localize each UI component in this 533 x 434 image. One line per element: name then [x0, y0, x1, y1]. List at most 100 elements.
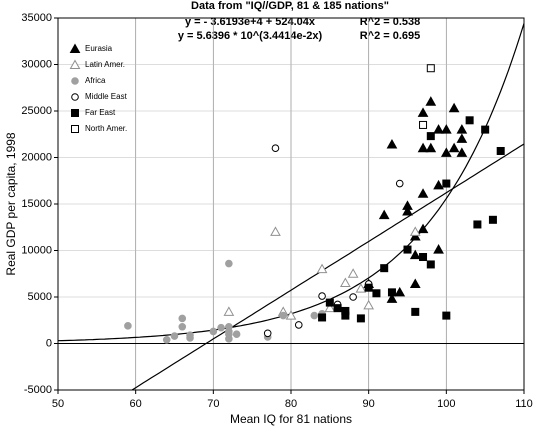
point: [425, 142, 437, 153]
point: [440, 147, 452, 157]
y-tick-label: 15000: [21, 198, 52, 210]
legend-marker: [69, 59, 81, 69]
fit-r2: R^2 = 0.538: [360, 16, 421, 28]
point: [411, 307, 420, 316]
legend-label: Far East: [85, 108, 116, 117]
point: [394, 286, 406, 297]
point: [419, 253, 428, 262]
point: [448, 142, 460, 153]
point: [456, 133, 468, 143]
y-tick-label: 10000: [21, 244, 52, 256]
y-tick-label: 25000: [21, 105, 52, 117]
point: [481, 125, 490, 134]
point: [456, 124, 468, 134]
x-tick-label: 100: [437, 398, 455, 410]
point: [324, 302, 336, 313]
fit-r2: R^2 = 0.695: [360, 30, 421, 42]
point: [386, 138, 398, 149]
point: [419, 120, 428, 129]
y-tick-label: -5000: [24, 384, 52, 396]
point: [380, 264, 389, 273]
point: [417, 107, 429, 117]
y-tick-label: 30000: [21, 58, 52, 70]
point: [417, 188, 429, 198]
point: [440, 124, 452, 134]
point: [279, 311, 288, 320]
fit-equation: y = - 3.6193e+4 + 524.04x: [185, 16, 316, 28]
point: [425, 96, 437, 106]
point: [409, 226, 421, 236]
plot-frame: [57, 17, 525, 391]
y-tick-label: 20000: [21, 151, 52, 163]
fit-equation: y = 5.6396 * 10^(3.4414e-2x): [178, 30, 323, 42]
point: [363, 299, 375, 310]
y-tick-label: 35000: [21, 12, 52, 24]
point: [402, 205, 413, 216]
point: [225, 327, 233, 336]
legend-label: Latin Amer.: [85, 60, 125, 69]
point: [488, 215, 497, 224]
point: [170, 332, 179, 340]
x-tick-label: 110: [515, 398, 533, 410]
point: [372, 289, 381, 298]
point: [409, 249, 421, 260]
x-tick-label: 90: [363, 398, 375, 410]
legend-label: Middle East: [85, 92, 128, 101]
y-tick-label: 0: [46, 337, 52, 349]
point: [347, 268, 359, 278]
point: [403, 245, 412, 254]
x-tick-label: 80: [285, 398, 297, 410]
point: [448, 102, 460, 113]
point: [124, 322, 132, 330]
point: [417, 142, 429, 153]
chart-title: Data from "IQ//GDP, 81 & 185 nations": [191, 0, 389, 12]
point: [433, 244, 444, 254]
point: [318, 292, 326, 300]
point: [178, 314, 187, 323]
point: [223, 306, 235, 316]
point: [364, 283, 373, 292]
x-tick-label: 70: [207, 398, 219, 410]
point: [409, 278, 421, 288]
point: [333, 304, 342, 313]
point: [178, 322, 187, 331]
legend-label: Eurasia: [85, 44, 113, 53]
point: [217, 323, 225, 332]
point: [473, 220, 482, 229]
fit-line: [130, 143, 524, 390]
point: [225, 259, 233, 268]
point: [294, 321, 303, 329]
point: [318, 313, 327, 322]
legend-marker: [71, 77, 79, 85]
legend-marker: [71, 125, 79, 133]
y-axis-label: Real GDP per capita, 1998: [4, 132, 18, 276]
legend-marker: [71, 109, 79, 117]
point: [417, 223, 429, 234]
point: [340, 277, 351, 288]
point: [310, 311, 319, 320]
point: [355, 283, 367, 293]
legend-marker: [69, 43, 81, 53]
point: [271, 144, 280, 152]
point: [409, 231, 421, 241]
point: [316, 263, 328, 274]
point: [263, 329, 272, 338]
point: [386, 293, 398, 303]
legend-marker: [71, 93, 79, 101]
y-tick-label: 5000: [28, 291, 52, 303]
point: [426, 64, 435, 73]
point: [465, 116, 474, 125]
x-tick-label: 50: [52, 398, 64, 410]
point: [232, 330, 241, 339]
point: [225, 335, 233, 343]
x-tick-label: 60: [130, 398, 142, 410]
point: [285, 310, 297, 320]
point: [341, 311, 350, 320]
point: [433, 124, 444, 134]
point: [162, 335, 171, 344]
point: [349, 293, 357, 301]
point: [209, 327, 218, 336]
point: [395, 179, 404, 188]
point: [186, 334, 194, 342]
